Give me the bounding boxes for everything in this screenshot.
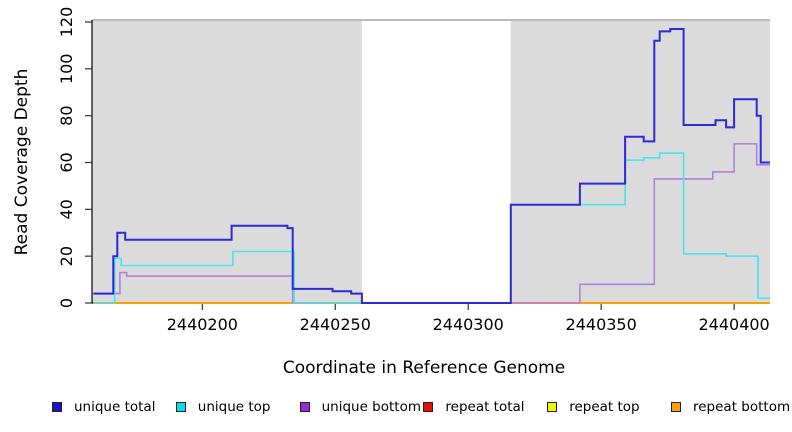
x-tick-label: 2440250 [300,315,371,334]
y-tick-label: 40 [57,199,76,219]
x-tick-label: 2440400 [698,315,769,334]
series-unique-total [93,28,770,304]
y-axis-title: Read Coverage Depth [12,68,32,256]
y-tick-label: 20 [57,246,76,266]
x-axis-title: Coordinate in Reference Genome [282,358,566,378]
series-unique-bottom [93,143,770,304]
y-tick-label: 120 [57,7,76,38]
no-data-band [361,21,511,303]
y-tick-label: 60 [57,152,76,172]
x-tick-label: 2440200 [167,315,238,334]
y-tick-label: 100 [57,54,76,85]
y-tick-label: 80 [57,105,76,125]
y-tick-label: 0 [57,298,76,308]
x-tick-label: 2440350 [566,315,637,334]
x-tick-label: 2440300 [433,315,504,334]
